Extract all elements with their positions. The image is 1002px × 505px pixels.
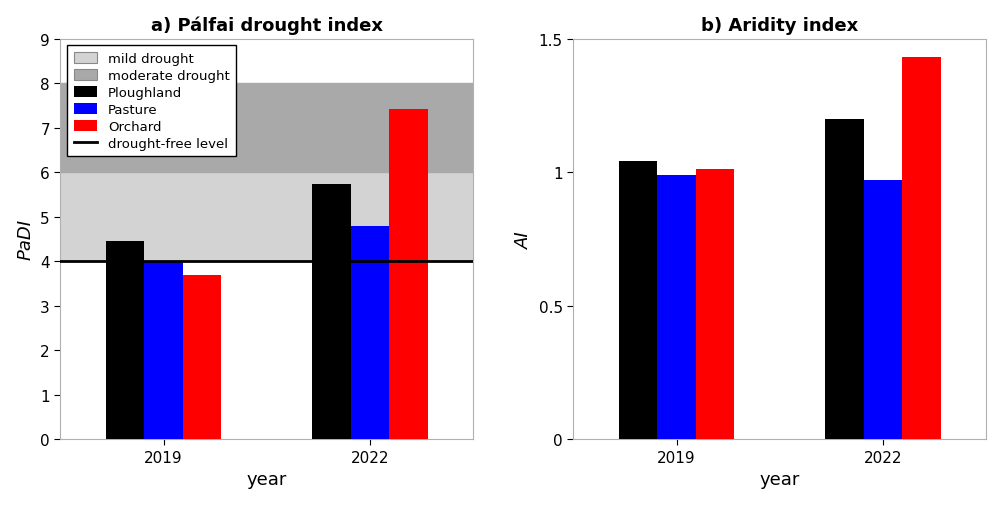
Bar — [144, 262, 182, 439]
Bar — [106, 242, 144, 439]
Bar — [695, 170, 733, 439]
Bar — [618, 162, 656, 439]
Bar — [902, 58, 940, 439]
Bar — [312, 185, 351, 439]
Bar — [825, 120, 863, 439]
Bar — [351, 227, 389, 439]
Y-axis label: AI: AI — [515, 231, 533, 248]
Title: b) Aridity index: b) Aridity index — [700, 17, 858, 35]
X-axis label: year: year — [246, 470, 287, 488]
Bar — [182, 276, 221, 439]
Bar — [60, 84, 473, 173]
Bar — [656, 175, 695, 439]
X-axis label: year: year — [759, 470, 800, 488]
Title: a) Pálfai drought index: a) Pálfai drought index — [150, 17, 383, 35]
Bar — [389, 110, 428, 439]
Bar — [60, 173, 473, 262]
Bar — [863, 181, 902, 439]
Y-axis label: PaDI: PaDI — [17, 219, 35, 260]
Legend: mild drought, moderate drought, Ploughland, Pasture, Orchard, drought-free level: mild drought, moderate drought, Ploughla… — [67, 46, 236, 157]
